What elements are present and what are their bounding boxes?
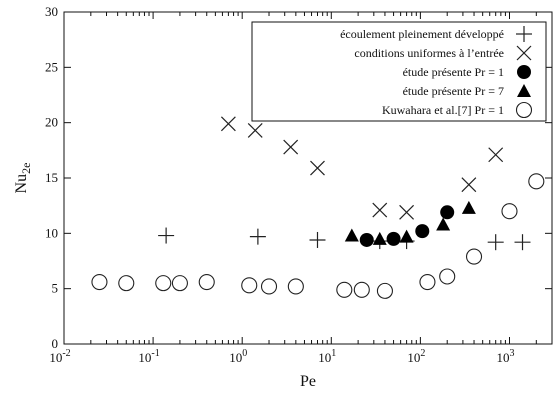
data-point-open-circle	[419, 273, 436, 291]
y-tick-label: 30	[45, 4, 58, 19]
x-marker-stroke	[220, 116, 236, 132]
data-point-plus	[158, 227, 175, 244]
x-tick-label: 10-2	[49, 348, 70, 365]
series-4	[91, 173, 545, 299]
data-point-filled-triangle	[399, 229, 414, 243]
y-tick-label: 10	[45, 225, 58, 240]
x-marker-stroke	[310, 160, 325, 176]
x-axis-label: Pe	[300, 373, 316, 390]
data-point-filled-triangle	[372, 231, 387, 245]
y-axis-label: Nu2e	[13, 163, 33, 194]
data-point-x	[399, 204, 415, 220]
x-tick-label-base: 10	[49, 350, 62, 365]
data-point-plus	[514, 234, 531, 251]
x-tick-label: 100	[229, 348, 247, 365]
x-marker-stroke	[488, 147, 504, 163]
x-tick-label-exponent: -1	[151, 348, 159, 359]
data-marks	[91, 116, 545, 299]
data-point-open-circle	[439, 268, 456, 285]
data-point-x	[247, 122, 263, 138]
x-tick-label-exponent: 2	[420, 348, 425, 359]
data-point-x	[488, 147, 504, 163]
y-axis-label-subscript: 2e	[19, 163, 33, 174]
x-marker-stroke	[247, 122, 263, 138]
data-point-filled-circle	[386, 231, 401, 246]
legend-markers	[515, 26, 533, 119]
x-tick-label-base: 10	[496, 350, 509, 365]
data-point-filled-circle	[440, 205, 455, 220]
series-0	[158, 227, 531, 251]
legend-label-fully-developed: écoulement pleinement développé	[340, 27, 504, 41]
data-point-x	[220, 116, 236, 132]
axis-ticks	[63, 11, 553, 345]
data-point-open-circle	[465, 248, 483, 265]
x-tick-label-exponent: -2	[62, 348, 70, 359]
data-point-filled-triangle	[461, 200, 476, 214]
legend-box	[251, 21, 547, 122]
y-tick-label: 15	[45, 170, 58, 185]
series-2	[359, 205, 455, 247]
x-tick-label-base: 10	[318, 350, 331, 365]
x-marker-stroke	[283, 139, 299, 155]
x-tick-label-exponent: 0	[242, 348, 247, 359]
data-point-x	[310, 160, 325, 176]
x-tick-label-base: 10	[407, 350, 420, 365]
legend-label-present-pr1: étude présente Pr = 1	[403, 65, 504, 79]
data-point-open-circle	[91, 273, 108, 291]
data-point-plus	[487, 234, 504, 251]
data-point-filled-triangle	[344, 228, 359, 242]
x-marker-stroke	[461, 177, 477, 193]
y-tick-label: 0	[52, 336, 59, 351]
data-point-open-circle	[376, 282, 393, 299]
y-axis-label-main: Nu	[13, 174, 30, 194]
data-point-filled-circle	[415, 224, 430, 239]
x-tick-label: 102	[407, 348, 425, 365]
data-point-open-circle	[198, 273, 215, 291]
legend-marker-plus	[516, 26, 532, 42]
data-point-open-circle	[171, 275, 188, 292]
y-tick-label: 25	[45, 59, 58, 74]
legend-marker-filled-circle	[517, 65, 531, 79]
data-point-open-circle	[501, 203, 518, 220]
x-marker-stroke	[516, 45, 532, 61]
x-tick-label-exponent: 1	[331, 348, 336, 359]
data-point-open-circle	[118, 275, 135, 292]
x-marker-stroke	[372, 202, 388, 218]
legend-label-present-pr7: étude présente Pr = 7	[403, 84, 504, 98]
x-tick-label: 10-1	[138, 348, 159, 365]
x-marker-stroke	[399, 204, 415, 220]
legend-label-kuwahara: Kuwahara et al.[7] Pr = 1	[382, 103, 504, 117]
data-point-open-circle	[155, 275, 172, 292]
x-tick-label-base: 10	[138, 350, 151, 365]
y-tick-label: 20	[45, 115, 58, 130]
data-point-open-circle	[528, 173, 545, 190]
legend-marker-open-circle	[515, 101, 533, 119]
legend-marker-x	[516, 45, 532, 61]
data-point-plus	[309, 231, 326, 248]
data-point-open-circle	[353, 281, 370, 298]
data-point-filled-circle	[359, 232, 374, 247]
data-point-x	[461, 177, 477, 193]
x-tick-label: 101	[318, 348, 336, 365]
data-point-open-circle	[241, 277, 258, 294]
data-point-plus	[249, 228, 266, 245]
series-1	[220, 116, 504, 220]
data-point-open-circle	[336, 281, 353, 298]
x-tick-label: 103	[496, 348, 514, 365]
y-tick-label: 5	[52, 281, 59, 296]
data-point-x	[283, 139, 299, 155]
data-point-x	[372, 202, 388, 218]
legend-label-uniform-inlet: conditions uniformes à l’entrée	[354, 46, 504, 60]
x-tick-label-exponent: 3	[509, 348, 514, 359]
legend: écoulement pleinement développé conditio…	[251, 21, 547, 122]
data-point-filled-triangle	[436, 217, 451, 231]
legend-marker-filled-triangle	[517, 84, 531, 97]
data-point-open-circle	[260, 278, 278, 295]
data-point-open-circle	[287, 278, 304, 295]
x-tick-label-base: 10	[229, 350, 242, 365]
series-3	[344, 200, 476, 245]
